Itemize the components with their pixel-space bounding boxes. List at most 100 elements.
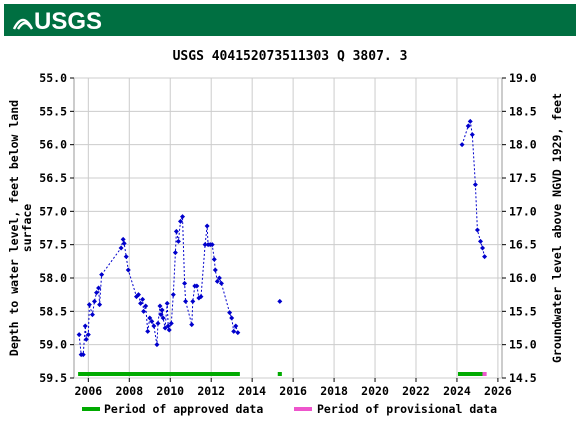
x-tick-label: 2024: [443, 384, 471, 398]
plot-area: 2006 2008 2010 2012 2014 2016 2018 2020 2022 2024…: [39, 71, 536, 398]
x-tick-label: 2014: [238, 384, 266, 398]
y-right-tick-label: 18.0: [509, 138, 537, 152]
data-point: [151, 323, 157, 329]
data-point: [465, 123, 471, 129]
x-tick-label: 2022: [402, 384, 430, 398]
x-tick-label: 2012: [197, 384, 225, 398]
data-point: [229, 315, 235, 321]
chart-title: USGS 404152073511303 Q 3807. 3: [173, 49, 408, 64]
data-point: [141, 308, 147, 314]
data-point: [177, 218, 183, 224]
y-left-tick-label: 55.0: [39, 71, 67, 85]
usgs-logo: USGS: [12, 8, 102, 33]
data-point: [482, 254, 488, 260]
data-point: [190, 298, 196, 304]
data-point: [149, 318, 155, 324]
data-point: [86, 302, 92, 308]
data-point: [96, 285, 102, 291]
data-point: [85, 332, 91, 338]
data-point: [172, 250, 178, 256]
legend: Period of approved data Period of provis…: [82, 402, 497, 416]
data-point: [469, 132, 475, 138]
data-point: [166, 327, 172, 333]
data-point: [155, 320, 161, 326]
x-axis: 2006 2008 2010 2012 2014 2016 2018 2020 2022 2024…: [74, 378, 512, 398]
data-point: [82, 323, 88, 329]
data-point: [202, 242, 208, 248]
y-right-tick-label: 15.0: [509, 338, 537, 352]
data-point: [91, 298, 97, 304]
data-point: [183, 298, 189, 304]
usgs-header-bar: USGS: [4, 4, 576, 36]
x-tick-label: 2026: [484, 384, 512, 398]
data-point: [123, 254, 129, 260]
data-point: [235, 330, 241, 336]
data-point: [83, 336, 89, 342]
data-point: [180, 214, 186, 220]
data-point: [118, 245, 124, 251]
data-point: [204, 223, 210, 229]
data-point: [94, 290, 100, 296]
x-tick-label: 2006: [74, 384, 102, 398]
y-left-tick-label: 56.5: [39, 171, 67, 185]
data-point: [76, 332, 82, 338]
approved-period-bar: [277, 372, 282, 376]
data-point: [154, 342, 160, 348]
data-point: [136, 292, 142, 298]
data-point: [99, 272, 105, 278]
legend-provisional-label: Period of provisional data: [317, 402, 497, 416]
y-axis-left-label-line2: surface: [20, 204, 34, 253]
x-tick-label: 2020: [361, 384, 389, 398]
data-point: [138, 300, 144, 306]
data-point: [168, 320, 174, 326]
data-point: [194, 283, 200, 289]
data-point: [147, 315, 153, 321]
data-point: [218, 280, 224, 286]
data-point: [459, 142, 465, 148]
y-left-tick-label: 59.0: [39, 338, 67, 352]
usgs-logo-text: USGS: [34, 8, 102, 33]
data-point: [231, 328, 237, 334]
y-axis-right: 19.0 18.5 18.0 17.5 17.0 16.5 16.0 15.5 15.0 14.5: [502, 71, 537, 385]
data-point: [143, 303, 149, 309]
data-point: [140, 296, 146, 302]
y-right-tick-label: 18.5: [509, 104, 537, 118]
y-left-tick-label: 55.5: [39, 104, 67, 118]
data-point: [80, 352, 86, 358]
data-point: [159, 307, 165, 313]
data-point: [157, 303, 163, 309]
x-tick-label: 2016: [279, 384, 307, 398]
data-point: [173, 228, 179, 234]
data-point: [89, 312, 95, 318]
data-point: [120, 236, 126, 242]
data-point: [480, 245, 486, 251]
data-point: [212, 267, 218, 273]
data-point: [227, 310, 233, 316]
usgs-banner: USGS: [0, 0, 580, 40]
data-periods: [78, 372, 487, 376]
provisional-period-bar: [482, 372, 487, 376]
data-point: [165, 323, 171, 329]
approved-period-bar: [457, 372, 483, 376]
data-point: [209, 242, 215, 248]
data-point: [477, 238, 483, 244]
y-axis-left: 55.0 55.5 56.0 56.5 57.0 57.5 58.0 58.5 59.0 59.5: [39, 71, 74, 385]
data-point: [233, 323, 239, 329]
data-point: [97, 302, 103, 308]
y-axis-right-label: Groundwater level above NGVD 1929, feet: [550, 93, 564, 363]
data-point: [214, 278, 220, 284]
data-point: [472, 182, 478, 188]
y-left-tick-label: 59.5: [39, 371, 67, 385]
data-point: [277, 298, 283, 304]
y-left-tick-label: 56.0: [39, 138, 67, 152]
data-point: [158, 312, 164, 318]
data-point: [125, 267, 131, 273]
data-point: [211, 256, 217, 262]
legend-approved-swatch: [82, 407, 100, 411]
data-point: [182, 280, 188, 286]
y-right-tick-label: 16.5: [509, 238, 537, 252]
data-point: [198, 294, 204, 300]
data-point: [121, 240, 127, 246]
plot-border: [73, 77, 503, 379]
